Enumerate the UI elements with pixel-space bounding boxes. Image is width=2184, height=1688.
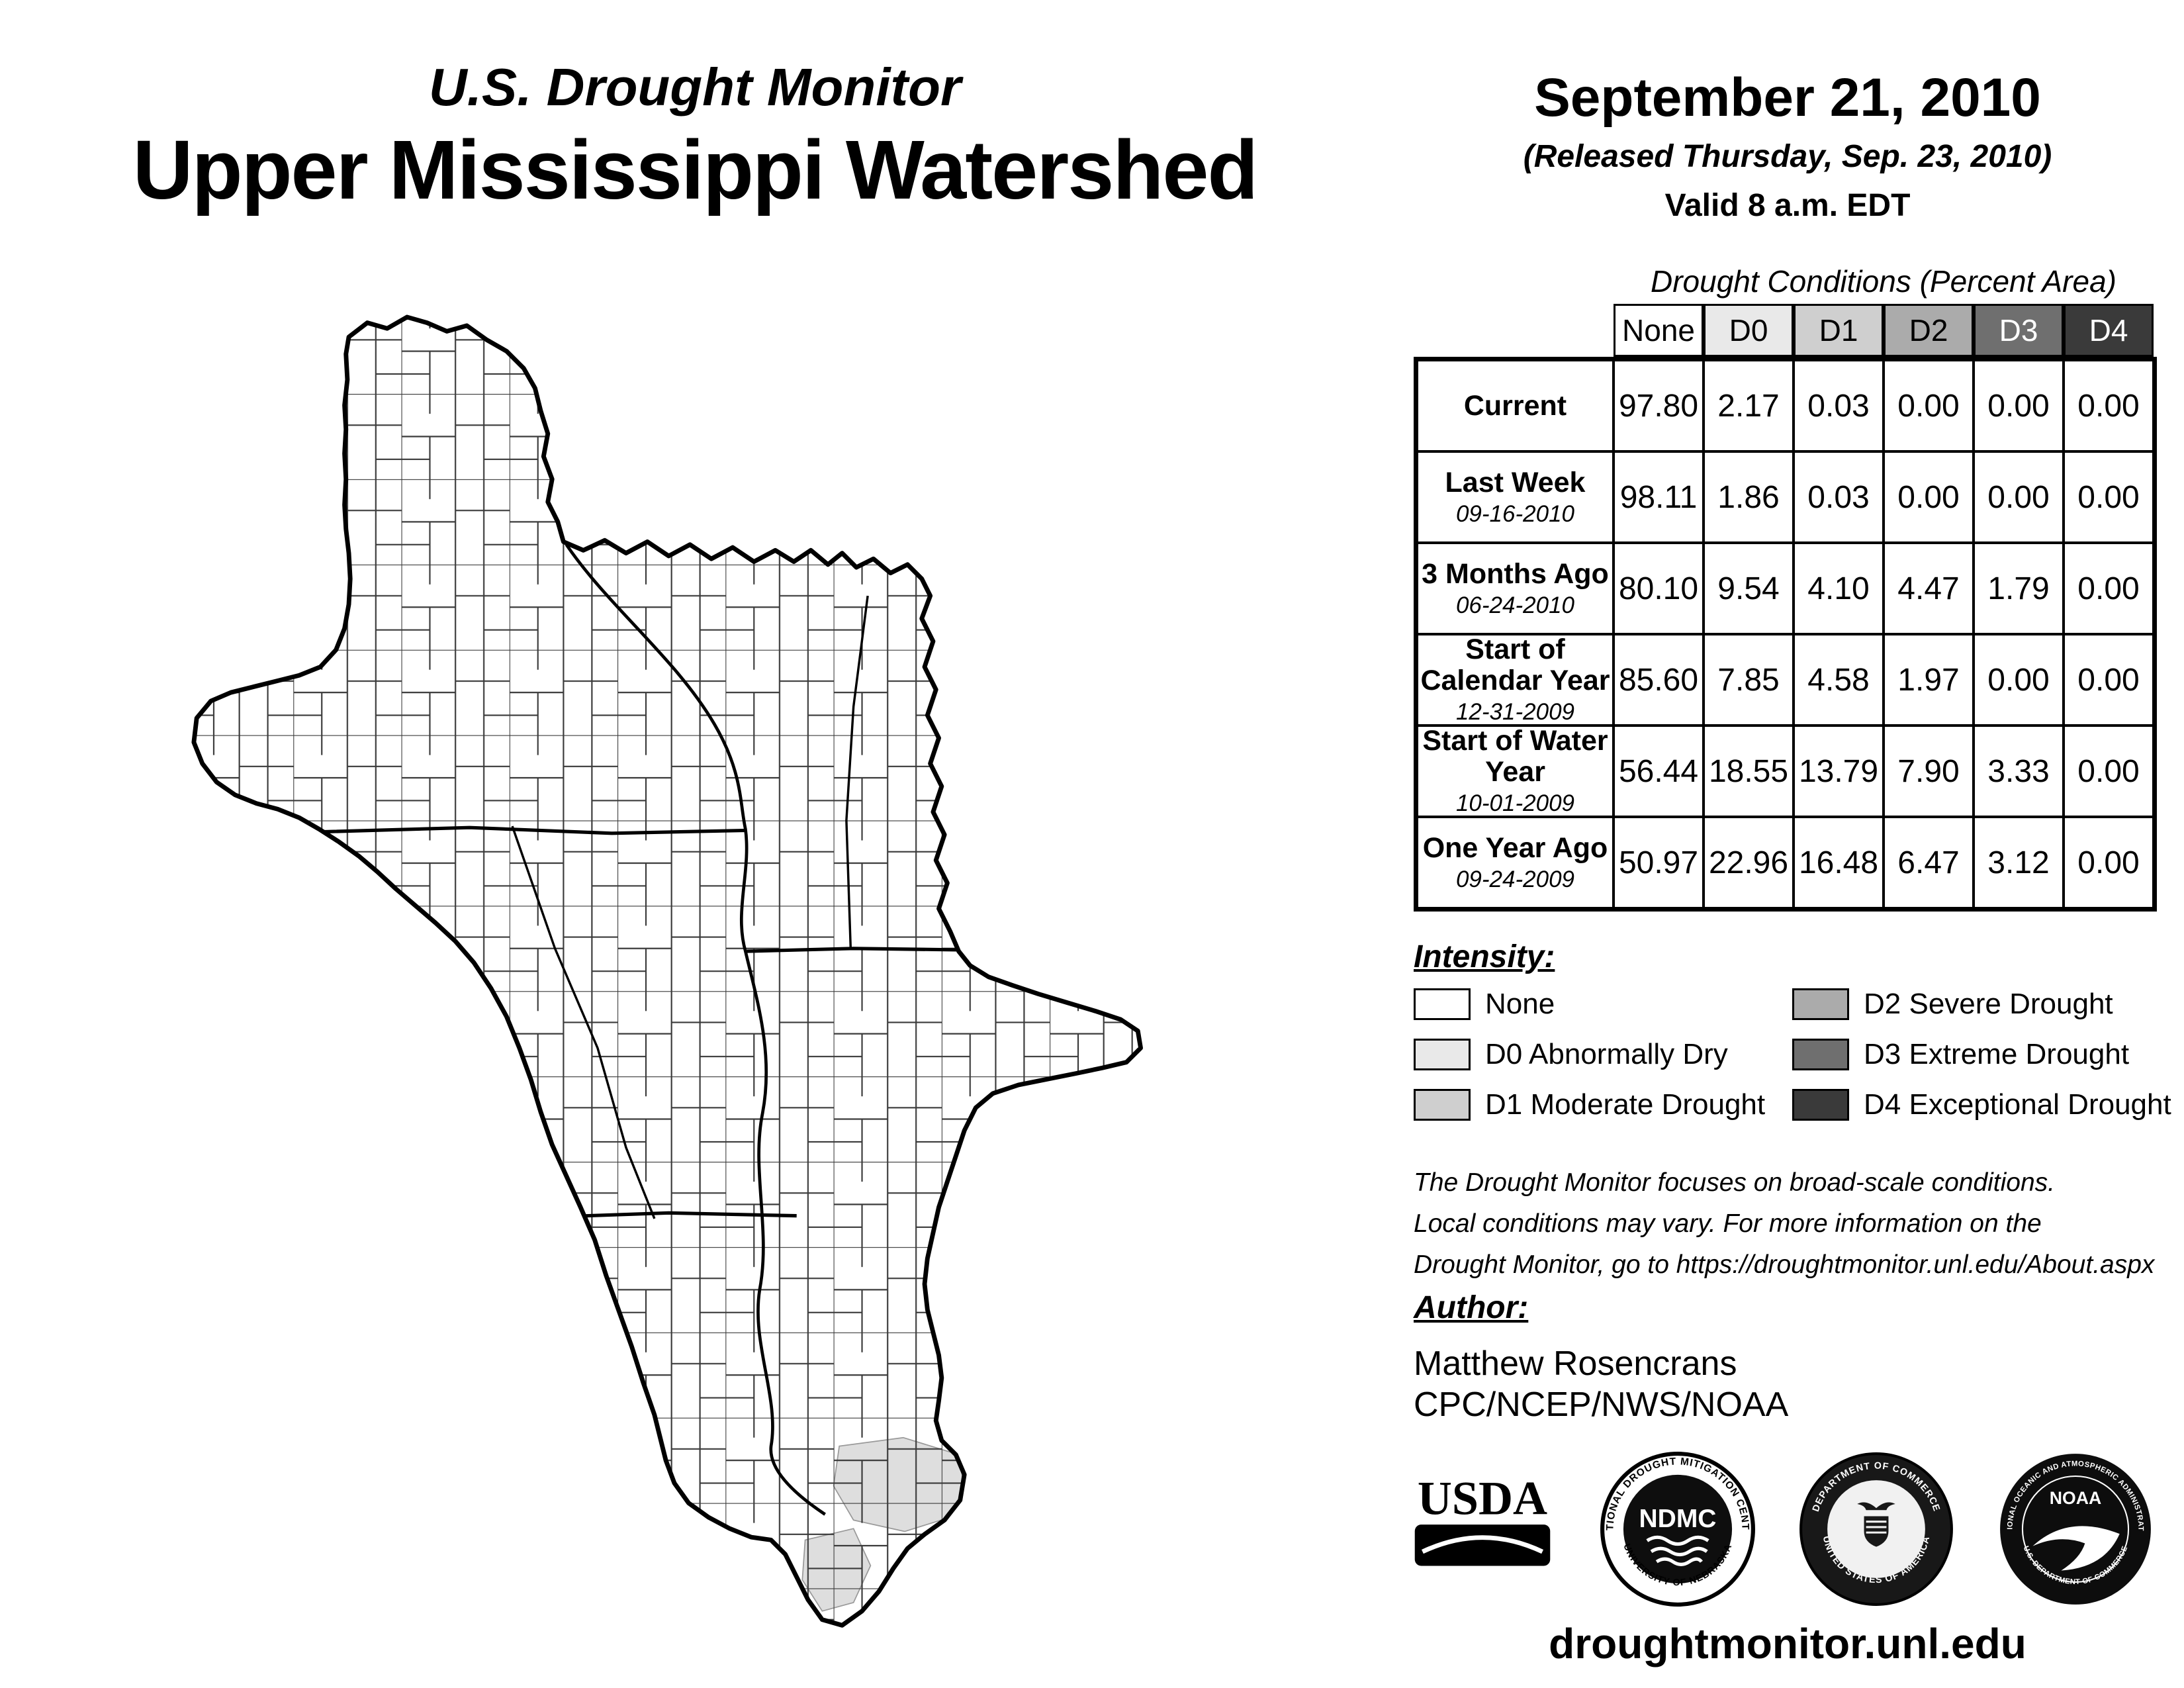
drought-table: Current 97.80 2.17 0.03 0.00 0.00 0.00 L… bbox=[1414, 357, 2157, 912]
legend-swatch bbox=[1792, 1039, 1849, 1070]
table-title: Drought Conditions (Percent Area) bbox=[1651, 264, 2116, 299]
county-grid bbox=[193, 317, 1141, 1626]
table-cell: 0.03 bbox=[1795, 453, 1882, 541]
sub-basin-border-line bbox=[845, 595, 869, 949]
table-cell: 3.12 bbox=[1975, 818, 2062, 907]
ndmc-logo-icon: NATIONAL DROUGHT MITIGATION CENTER UNIVE… bbox=[1600, 1451, 1756, 1607]
watershed-outline-stroke bbox=[191, 314, 1143, 1628]
author-block: Author: Matthew Rosencrans CPC/NCEP/NWS/… bbox=[1414, 1289, 1788, 1425]
table-cell: 0.00 bbox=[2065, 544, 2152, 633]
table-cell: 0.00 bbox=[1975, 361, 2062, 450]
noaa-gull-shape bbox=[2032, 1526, 2120, 1571]
state-border-line bbox=[322, 825, 747, 835]
legend-item-d0: D0 Abnormally Dry bbox=[1414, 1038, 1782, 1071]
table-cell: 97.80 bbox=[1615, 361, 1702, 450]
table-cell: 1.79 bbox=[1975, 544, 2062, 633]
row-label-current: Current bbox=[1418, 361, 1612, 450]
table-cell: 1.97 bbox=[1885, 635, 1972, 724]
report-date: September 21, 2010 bbox=[1534, 68, 2041, 128]
legend-item-d1: D1 Moderate Drought bbox=[1414, 1088, 1782, 1121]
legend-swatch bbox=[1414, 988, 1471, 1020]
page-title: U.S. Drought Monitor bbox=[428, 58, 962, 117]
watershed-map-svg bbox=[191, 314, 1143, 1628]
column-header-d2: D2 bbox=[1884, 304, 1974, 357]
table-cell: 16.48 bbox=[1795, 818, 1882, 907]
table-cell: 3.33 bbox=[1975, 727, 2062, 816]
table-cell: 0.00 bbox=[2065, 453, 2152, 541]
author-title: Author: bbox=[1414, 1290, 1529, 1325]
table-cell: 85.60 bbox=[1615, 635, 1702, 724]
table-cell: 0.00 bbox=[2065, 635, 2152, 724]
legend-swatch bbox=[1792, 988, 1849, 1020]
legend-swatch bbox=[1792, 1089, 1849, 1121]
usda-logo-text: USDA bbox=[1418, 1472, 1547, 1525]
table-corner-cell bbox=[1418, 304, 1612, 357]
table-cell: 0.00 bbox=[1885, 453, 1972, 541]
legend-item-none: None bbox=[1414, 988, 1782, 1021]
table-cell: 18.55 bbox=[1705, 727, 1792, 816]
drought-table-header: None D0 D1 D2 D3 D4 bbox=[1414, 304, 2163, 357]
table-cell: 13.79 bbox=[1795, 727, 1882, 816]
author-org: CPC/NCEP/NWS/NOAA bbox=[1414, 1385, 1789, 1424]
disclaimer-text: The Drought Monitor focuses on broad-sca… bbox=[1414, 1168, 2155, 1279]
release-date: (Released Thursday, Sep. 23, 2010) bbox=[1523, 139, 2052, 174]
column-header-d1: D1 bbox=[1794, 304, 1884, 357]
noaa-logo-icon: NATIONAL OCEANIC AND ATMOSPHERIC ADMINIS… bbox=[1997, 1451, 2154, 1607]
commerce-seal-icon: DEPARTMENT OF COMMERCE UNITED STATES OF … bbox=[1798, 1451, 1954, 1607]
sub-basin-border-line bbox=[511, 825, 656, 1219]
row-label-3-months-ago: 3 Months Ago 06-24-2010 bbox=[1418, 544, 1612, 633]
table-cell: 4.10 bbox=[1795, 544, 1882, 633]
state-border-line bbox=[747, 947, 959, 953]
page-subtitle: Upper Mississippi Watershed bbox=[132, 123, 1259, 216]
valid-time: Valid 8 a.m. EDT bbox=[1664, 188, 1911, 223]
table-cell: 4.47 bbox=[1885, 544, 1972, 633]
agency-logos: USDA NATIONAL DROUGHT MITIGATION CENTER … bbox=[1408, 1451, 2154, 1607]
noaa-logo-text: NOAA bbox=[2050, 1488, 2102, 1508]
usda-logo-icon: USDA bbox=[1408, 1451, 1557, 1607]
table-cell: 0.00 bbox=[2065, 727, 2152, 816]
table-cell: 0.00 bbox=[2065, 818, 2152, 907]
date-block: September 21, 2010 (Released Thursday, S… bbox=[1427, 66, 2148, 225]
legend-item-d2: D2 Severe Drought bbox=[1792, 988, 2171, 1021]
table-cell: 80.10 bbox=[1615, 544, 1702, 633]
table-cell: 0.00 bbox=[1885, 361, 1972, 450]
legend-swatch bbox=[1414, 1089, 1471, 1121]
table-cell: 4.58 bbox=[1795, 635, 1882, 724]
column-header-d4: D4 bbox=[2064, 304, 2154, 357]
table-cell: 0.00 bbox=[2065, 361, 2152, 450]
table-cell: 50.97 bbox=[1615, 818, 1702, 907]
table-cell: 98.11 bbox=[1615, 453, 1702, 541]
table-cell: 2.17 bbox=[1705, 361, 1792, 450]
legend-item-d4: D4 Exceptional Drought bbox=[1792, 1088, 2171, 1121]
column-header-d0: D0 bbox=[1704, 304, 1794, 357]
row-label-one-year-ago: One Year Ago 09-24-2009 bbox=[1418, 818, 1612, 907]
table-cell: 0.00 bbox=[1975, 453, 2062, 541]
author-name: Matthew Rosencrans bbox=[1414, 1344, 1737, 1383]
table-cell: 0.00 bbox=[1975, 635, 2062, 724]
legend-title: Intensity: bbox=[1414, 939, 1555, 974]
legend-swatch bbox=[1414, 1039, 1471, 1070]
watershed-map bbox=[185, 308, 1337, 1632]
table-cell: 22.96 bbox=[1705, 818, 1792, 907]
table-cell: 7.85 bbox=[1705, 635, 1792, 724]
table-cell: 1.86 bbox=[1705, 453, 1792, 541]
doc-eagle-emblem bbox=[1857, 1502, 1896, 1511]
river-line bbox=[565, 543, 826, 1516]
table-cell: 56.44 bbox=[1615, 727, 1702, 816]
table-cell: 7.90 bbox=[1885, 727, 1972, 816]
legend-item-d3: D3 Extreme Drought bbox=[1792, 1038, 2171, 1071]
column-header-none: None bbox=[1614, 304, 1704, 357]
row-label-start-calendar-year: Start of Calendar Year 12-31-2009 bbox=[1418, 634, 1612, 725]
column-header-d3: D3 bbox=[1974, 304, 2064, 357]
table-cell: 6.47 bbox=[1885, 818, 1972, 907]
table-cell: 9.54 bbox=[1705, 544, 1792, 633]
title-block: U.S. Drought Monitor Upper Mississippi W… bbox=[0, 58, 1390, 214]
row-label-start-water-year: Start of Water Year 10-01-2009 bbox=[1418, 726, 1612, 816]
ndmc-logo-text: NDMC bbox=[1639, 1505, 1716, 1533]
row-label-last-week: Last Week 09-16-2010 bbox=[1418, 453, 1612, 541]
footer-url: droughtmonitor.unl.edu bbox=[1549, 1620, 2026, 1667]
table-cell: 0.03 bbox=[1795, 361, 1882, 450]
intensity-legend: None D0 Abnormally Dry D1 Moderate Droug… bbox=[1414, 988, 2171, 1121]
